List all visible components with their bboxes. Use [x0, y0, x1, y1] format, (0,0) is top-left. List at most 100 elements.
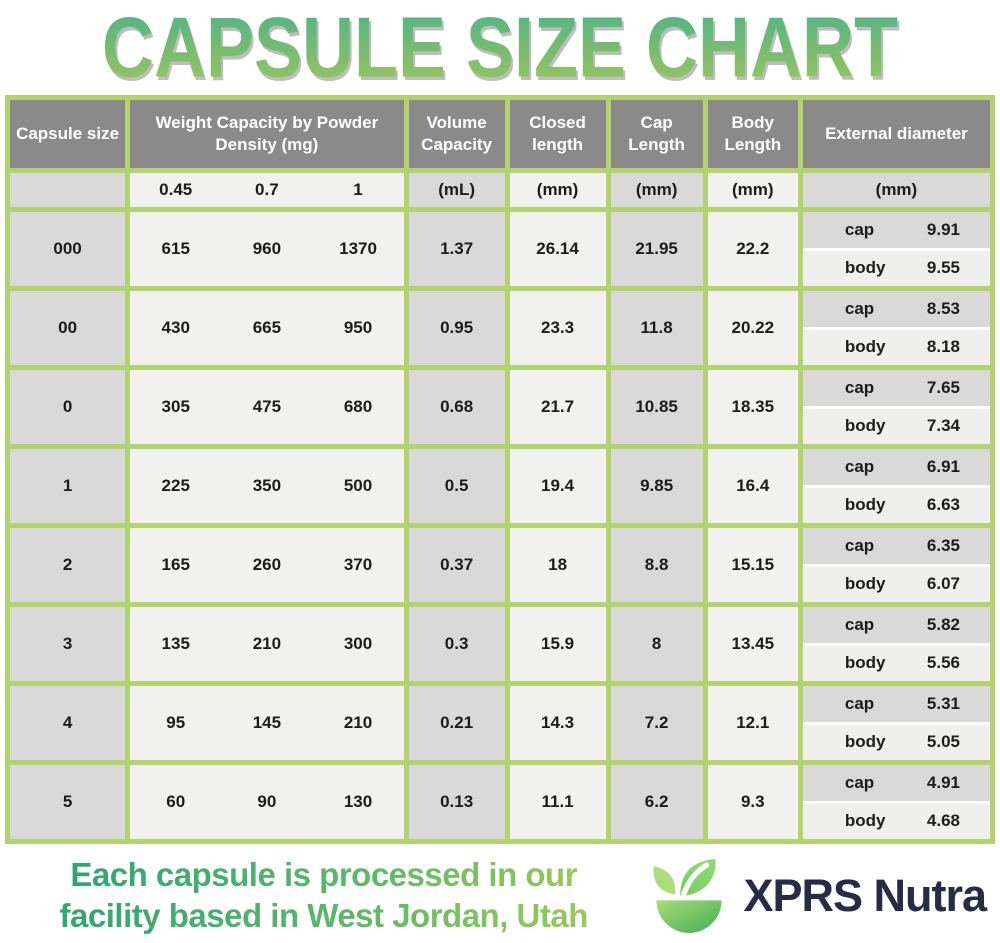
ext-cap-label: cap — [844, 614, 875, 634]
external-cap-row: cap 6.91 — [802, 449, 990, 488]
ext-body-value: 6.63 — [926, 495, 960, 515]
capsule-size-value: 0 — [10, 370, 126, 444]
weight-values: 165 260 370 — [130, 528, 404, 602]
ext-body-label: body — [844, 574, 886, 594]
external-cap-row: cap 5.31 — [802, 686, 990, 725]
weight-values: 430 665 950 — [130, 291, 404, 365]
weight-values: 135 210 300 — [130, 607, 404, 681]
weight-045: 225 — [161, 475, 190, 495]
ext-cap-label: cap — [844, 456, 875, 476]
external-diameter-cell: cap 9.91 body 9.55 — [802, 212, 990, 286]
ext-body-label: body — [844, 732, 886, 752]
weight-07: 210 — [252, 633, 282, 653]
volume-value: 0.21 — [408, 686, 505, 760]
weight-045: 60 — [166, 791, 186, 811]
ext-cap-label: cap — [844, 535, 875, 555]
external-diameter-cell: cap 5.31 body 5.05 — [802, 686, 990, 760]
external-body-row: body 6.07 — [802, 566, 990, 602]
table-units-row: 0.45 0.7 1 (mL) (mm) (mm) (mm) (mm) — [10, 173, 990, 207]
units-closed: (mm) — [509, 173, 606, 207]
weight-values: 95 145 210 — [130, 686, 404, 760]
table-row: 5 60 90 130 0.13 11.1 6.2 9.3 cap 4.91 b… — [10, 765, 990, 839]
header-closed-length: Closed length — [509, 100, 606, 168]
capsule-size-table: Capsule size Weight Capacity by Powder D… — [5, 95, 995, 844]
cap-length-value: 9.85 — [610, 449, 703, 523]
weight-045: 430 — [161, 317, 190, 337]
weight-045: 95 — [166, 712, 186, 732]
cap-length-value: 8 — [610, 607, 703, 681]
footer-tagline-line1: Each capsule is processed in our — [70, 855, 578, 893]
body-length-value: 9.3 — [707, 765, 798, 839]
ext-cap-label: cap — [844, 772, 875, 792]
ext-body-label: body — [844, 811, 886, 831]
capsule-size-value: 000 — [10, 212, 126, 286]
volume-value: 0.95 — [408, 291, 505, 365]
header-cap-length: Cap Length — [610, 100, 703, 168]
cap-length-value: 8.8 — [610, 528, 703, 602]
closed-length-value: 14.3 — [509, 686, 606, 760]
volume-value: 0.3 — [408, 607, 505, 681]
cap-length-value: 11.8 — [610, 291, 703, 365]
units-external: (mm) — [802, 173, 990, 207]
external-cap-row: cap 5.82 — [802, 607, 990, 646]
units-body: (mm) — [707, 173, 798, 207]
external-cap-row: cap 6.35 — [802, 528, 990, 567]
weight-07: 665 — [252, 317, 282, 337]
weight-1: 1370 — [339, 238, 377, 258]
ext-body-value: 8.18 — [926, 337, 960, 357]
body-length-value: 15.15 — [707, 528, 798, 602]
weight-07: 960 — [252, 238, 282, 258]
closed-length-value: 26.14 — [509, 212, 606, 286]
brand-logo: XPRS Nutra — [645, 852, 987, 940]
ext-body-value: 4.68 — [926, 811, 960, 831]
external-cap-row: cap 4.91 — [802, 765, 990, 804]
ext-body-value: 5.05 — [926, 732, 960, 752]
table-row: 1 225 350 500 0.5 19.4 9.85 16.4 cap 6.9… — [10, 449, 990, 523]
units-cap: (mm) — [610, 173, 703, 207]
volume-value: 1.37 — [408, 212, 505, 286]
external-cap-row: cap 8.53 — [802, 291, 990, 330]
external-diameter-cell: cap 5.82 body 5.56 — [802, 607, 990, 681]
footer: Each capsule is processed in our facilit… — [0, 844, 1000, 943]
external-body-row: body 8.18 — [802, 329, 990, 365]
ext-body-label: body — [844, 337, 886, 357]
table-row: 0 305 475 680 0.68 21.7 10.85 18.35 cap … — [10, 370, 990, 444]
ext-cap-value: 5.82 — [926, 614, 960, 634]
ext-cap-value: 8.53 — [926, 298, 960, 318]
table-row: 4 95 145 210 0.21 14.3 7.2 12.1 cap 5.31… — [10, 686, 990, 760]
external-diameter-cell: cap 6.35 body 6.07 — [802, 528, 990, 602]
weight-07: 475 — [252, 396, 282, 416]
external-diameter-cell: cap 6.91 body 6.63 — [802, 449, 990, 523]
weight-values: 60 90 130 — [130, 765, 404, 839]
page-header: CAPSULE SIZE CHART — [0, 0, 1000, 95]
capsule-size-value: 1 — [10, 449, 126, 523]
weight-1: 500 — [343, 475, 373, 495]
external-body-row: body 7.34 — [802, 408, 990, 444]
page-title: CAPSULE SIZE CHART — [101, 0, 899, 95]
weight-values: 615 960 1370 — [130, 212, 404, 286]
ext-cap-label: cap — [844, 693, 875, 713]
weight-045: 305 — [161, 396, 190, 416]
ext-cap-value: 5.31 — [926, 693, 960, 713]
capsule-size-value: 00 — [10, 291, 126, 365]
footer-tagline-line2: facility based in West Jordan, Utah — [59, 896, 588, 934]
footer-tagline: Each capsule is processed in our facilit… — [18, 855, 629, 937]
capsule-size-value: 5 — [10, 765, 126, 839]
ext-cap-label: cap — [844, 219, 875, 239]
density-1: 1 — [353, 179, 363, 199]
external-body-row: body 4.68 — [802, 803, 990, 839]
external-diameter-cell: cap 4.91 body 4.68 — [802, 765, 990, 839]
units-densities: 0.45 0.7 1 — [130, 173, 404, 207]
ext-body-value: 6.07 — [926, 574, 960, 594]
ext-body-value: 5.56 — [926, 653, 960, 673]
header-volume-capacity: Volume Capacity — [408, 100, 505, 168]
ext-cap-value: 7.65 — [926, 377, 960, 397]
cap-length-value: 10.85 — [610, 370, 703, 444]
table-row: 00 430 665 950 0.95 23.3 11.8 20.22 cap … — [10, 291, 990, 365]
ext-body-label: body — [844, 653, 886, 673]
external-body-row: body 5.05 — [802, 724, 990, 760]
ext-cap-label: cap — [844, 377, 875, 397]
header-external-diameter: External diameter — [802, 100, 990, 168]
table-row: 000 615 960 1370 1.37 26.14 21.95 22.2 c… — [10, 212, 990, 286]
weight-045: 165 — [161, 554, 190, 574]
